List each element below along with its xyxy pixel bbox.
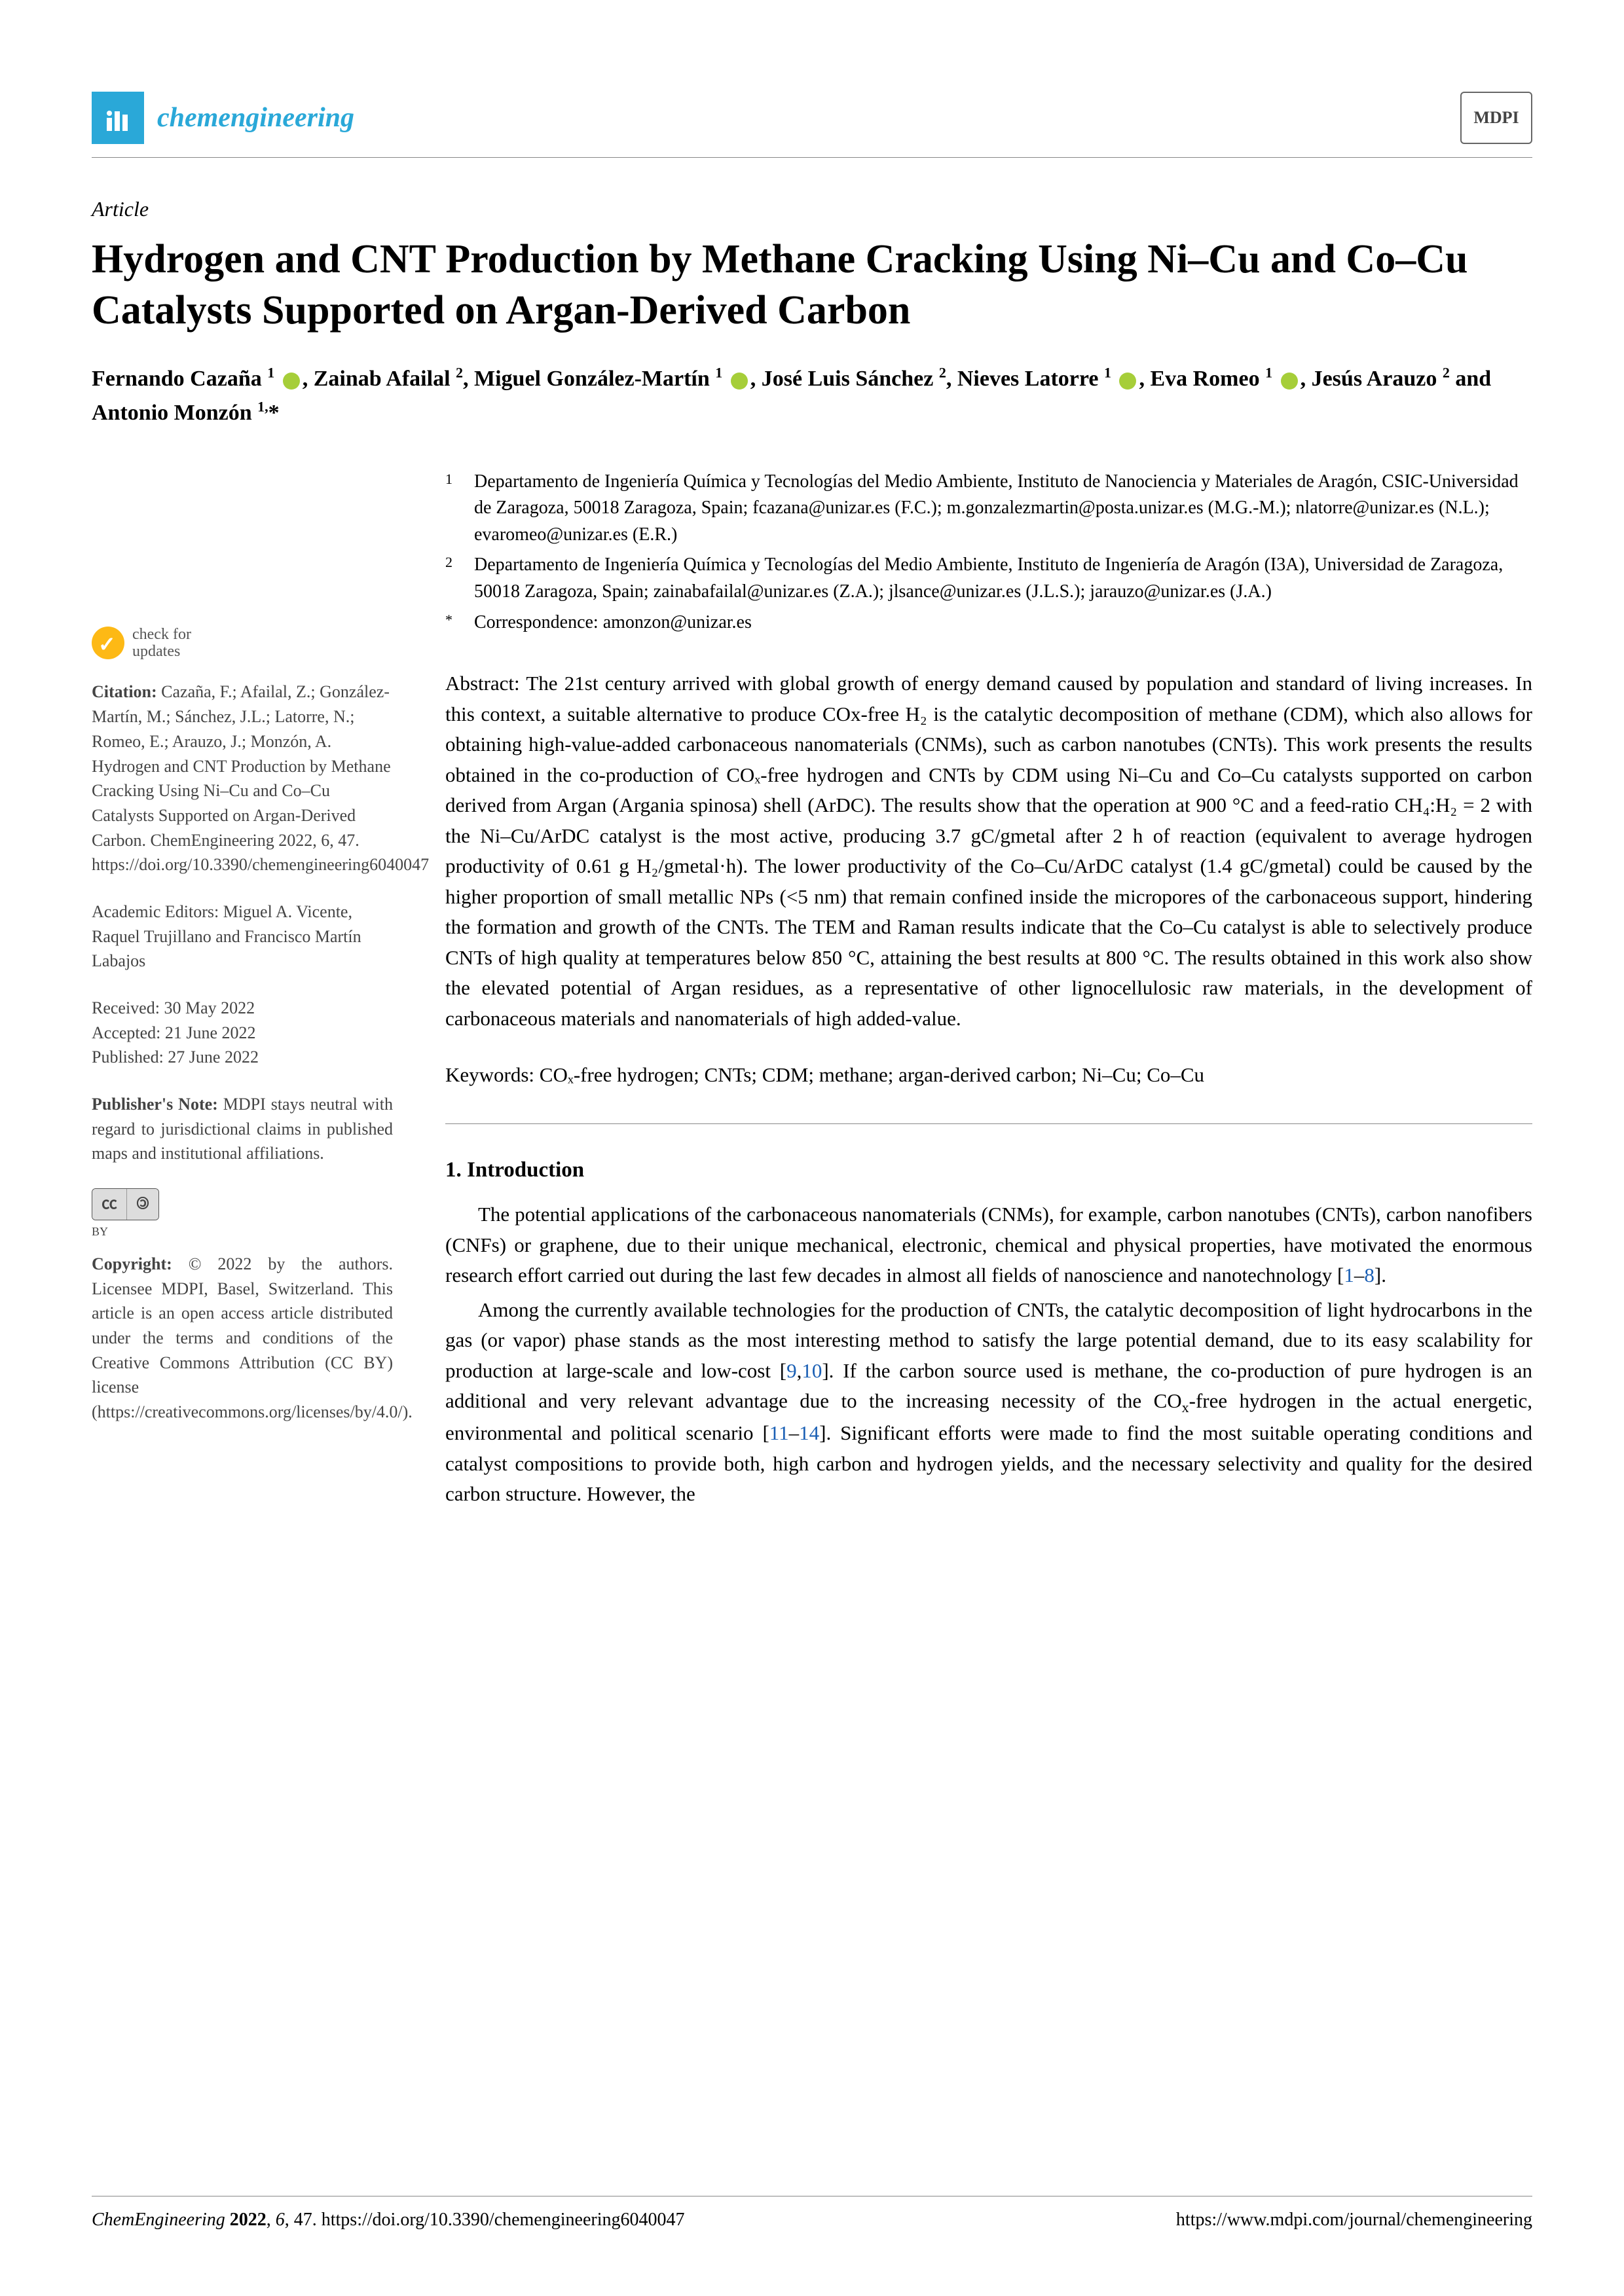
abstract-text: The 21st century arrived with global gro…	[445, 672, 1532, 1030]
citation-link[interactable]: 9	[786, 1359, 797, 1382]
affiliation-2: Departamento de Ingeniería Química y Tec…	[474, 552, 1532, 605]
citation-link[interactable]: 8	[1364, 1264, 1375, 1286]
keywords: Keywords: COₓ-free hydrogen; CNTs; CDM; …	[445, 1060, 1532, 1091]
authors-block: Fernando Cazaña 1 , Zainab Afailal 2, Mi…	[92, 362, 1532, 429]
accepted-date: Accepted: 21 June 2022	[92, 1021, 393, 1046]
authors-text: Fernando Cazaña 1 , Zainab Afailal 2, Mi…	[92, 367, 1491, 424]
citation-link[interactable]: 10	[802, 1359, 822, 1382]
section-heading: 1. Introduction	[445, 1154, 1532, 1187]
keywords-text: COₓ-free hydrogen; CNTs; CDM; methane; a…	[534, 1063, 1204, 1086]
body-paragraph: The potential applications of the carbon…	[445, 1199, 1532, 1291]
abstract: Abstract: The 21st century arrived with …	[445, 668, 1532, 1034]
footer: ChemEngineering 2022, 6, 47. https://doi…	[92, 2196, 1532, 2231]
body-paragraph: Among the currently available technologi…	[445, 1295, 1532, 1510]
journal-name: chemengineering	[157, 102, 354, 134]
publisher-logo: MDPI	[1460, 92, 1532, 144]
citation-link[interactable]: 11	[769, 1421, 789, 1444]
orcid-icon	[731, 373, 748, 390]
citation-link[interactable]: 1	[1344, 1264, 1354, 1286]
footer-left: ChemEngineering 2022, 6, 47. https://doi…	[92, 2210, 685, 2231]
received-date: Received: 30 May 2022	[92, 996, 393, 1021]
cc-by-label: BY	[92, 1223, 393, 1240]
orcid-icon	[1281, 373, 1298, 390]
copyright-text: © 2022 by the authors. Licensee MDPI, Ba…	[92, 1254, 413, 1421]
footer-right[interactable]: https://www.mdpi.com/journal/chemenginee…	[1176, 2210, 1532, 2231]
citation-label: Citation:	[92, 682, 157, 701]
article-type: Article	[92, 197, 1532, 221]
citation-link[interactable]: 14	[799, 1421, 819, 1444]
sidebar: check forupdates Citation: Cazaña, F.; A…	[92, 469, 393, 1514]
article-title: Hydrogen and CNT Production by Methane C…	[92, 234, 1532, 336]
editors-block: Academic Editors: Miguel A. Vicente, Raq…	[92, 900, 393, 974]
publishers-note: Publisher's Note: MDPI stays neutral wit…	[92, 1092, 393, 1166]
orcid-icon	[283, 373, 300, 390]
citation-block: Citation: Cazaña, F.; Afailal, Z.; Gonzá…	[92, 680, 393, 877]
dates-block: Received: 30 May 2022 Accepted: 21 June …	[92, 996, 393, 1070]
divider	[445, 1123, 1532, 1124]
affil-marker: 2	[445, 552, 461, 605]
check-updates-icon	[92, 627, 124, 659]
affiliations: 1Departamento de Ingeniería Química y Te…	[445, 469, 1532, 636]
journal-logo: chemengineering	[92, 92, 354, 144]
corr-marker: *	[445, 610, 461, 636]
affiliation-1: Departamento de Ingeniería Química y Tec…	[474, 469, 1532, 549]
orcid-icon	[1119, 373, 1136, 390]
keywords-label: Keywords:	[445, 1063, 534, 1086]
copyright-label: Copyright:	[92, 1254, 172, 1273]
main-content: 1Departamento de Ingeniería Química y Te…	[445, 469, 1532, 1514]
cc-license-badge[interactable]: ㏄ 🄯 BY	[92, 1188, 393, 1240]
check-updates-text: check forupdates	[132, 626, 191, 661]
note-label: Publisher's Note:	[92, 1095, 218, 1114]
abstract-label: Abstract:	[445, 672, 520, 695]
published-date: Published: 27 June 2022	[92, 1045, 393, 1070]
journal-logo-icon	[92, 92, 144, 144]
header-bar: chemengineering MDPI	[92, 92, 1532, 158]
copyright-block: Copyright: © 2022 by the authors. Licens…	[92, 1252, 393, 1425]
affil-marker: 1	[445, 469, 461, 549]
citation-text: Cazaña, F.; Afailal, Z.; González-Martín…	[92, 682, 429, 874]
check-updates-badge[interactable]: check forupdates	[92, 626, 393, 661]
main-grid: check forupdates Citation: Cazaña, F.; A…	[92, 469, 1532, 1514]
correspondence: Correspondence: amonzon@unizar.es	[474, 610, 752, 636]
